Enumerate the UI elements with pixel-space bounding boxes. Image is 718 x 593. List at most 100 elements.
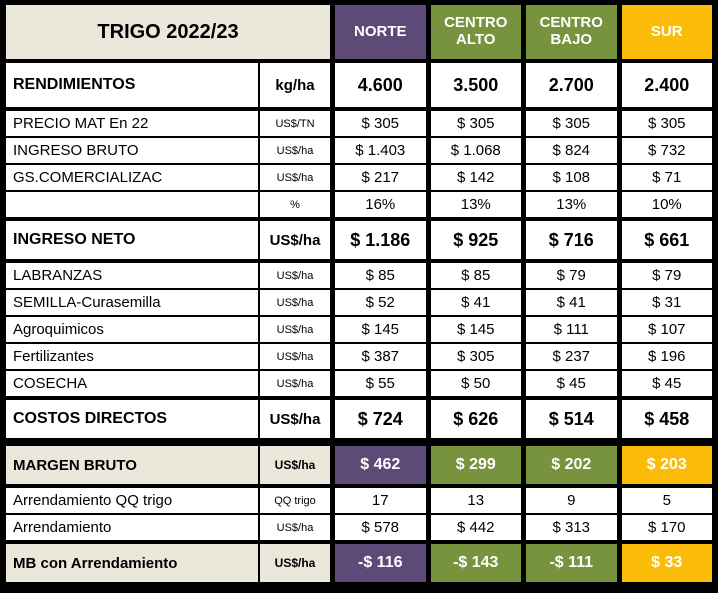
value-cell-sur: $ 196 xyxy=(621,344,712,369)
value-cell-sur: 10% xyxy=(621,192,712,217)
row-label: Agroquimicos xyxy=(6,317,258,342)
value-cell-centro-alto: 3.500 xyxy=(430,63,521,107)
row-unit: US$/TN xyxy=(260,111,330,136)
row-label: RENDIMIENTOS xyxy=(6,63,258,107)
value-cell-norte: $ 1.403 xyxy=(335,138,426,163)
value-cell-sur: $ 107 xyxy=(621,317,712,342)
value-cell-centro-alto: 13% xyxy=(430,192,521,217)
value-cell-centro-alto: $ 1.068 xyxy=(430,138,521,163)
col-header-centro-bajo: CENTRO BAJO xyxy=(526,5,617,59)
row-unit: US$/ha xyxy=(260,515,330,540)
value-cell-centro-bajo: $ 313 xyxy=(526,515,617,540)
value-cell-centro-alto: $ 50 xyxy=(430,371,521,396)
value-cell-centro-bajo: $ 79 xyxy=(526,263,617,288)
value-cell-centro-alto: $ 442 xyxy=(430,515,521,540)
row-label xyxy=(6,192,258,217)
value-cell-sur: $ 732 xyxy=(621,138,712,163)
value-cell-norte: $ 85 xyxy=(335,263,426,288)
row-unit: US$/ha xyxy=(260,263,330,288)
value-cell-norte: $ 462 xyxy=(335,446,426,484)
row-label: PRECIO MAT En 22 xyxy=(6,111,258,136)
value-cell-centro-alto: 13 xyxy=(430,488,521,513)
row-ingreso-bruto: INGRESO BRUTO US$/ha $ 1.403 $ 1.068 $ 824… xyxy=(6,138,712,163)
value-cell-centro-bajo: $ 108 xyxy=(526,165,617,190)
row-unit: kg/ha xyxy=(260,63,330,107)
row-unit: US$/ha xyxy=(260,371,330,396)
row-pct-comercializacion: % 16% 13% 13% 10% xyxy=(6,192,712,217)
row-unit: US$/ha xyxy=(260,165,330,190)
row-agroquimicos: Agroquimicos US$/ha $ 145 $ 145 $ 111 $ 107 xyxy=(6,317,712,342)
value-cell-norte: $ 1.186 xyxy=(335,221,426,259)
value-cell-centro-bajo: $ 45 xyxy=(526,371,617,396)
row-label: Arrendamiento QQ trigo xyxy=(6,488,258,513)
row-unit: US$/ha xyxy=(260,544,330,582)
value-cell-sur: $ 79 xyxy=(621,263,712,288)
value-cell-centro-alto: $ 145 xyxy=(430,317,521,342)
value-cell-centro-bajo: $ 305 xyxy=(526,111,617,136)
value-cell-centro-bajo: $ 41 xyxy=(526,290,617,315)
row-margen-bruto: MARGEN BRUTO US$/ha $ 462 $ 299 $ 202 $ 203 xyxy=(6,446,712,484)
row-arrendamiento-qq: Arrendamiento QQ trigo QQ trigo 17 13 9 5 xyxy=(6,488,712,513)
row-unit: US$/ha xyxy=(260,290,330,315)
row-gs-comercializac: GS.COMERCIALIZAC US$/ha $ 217 $ 142 $ 108 $… xyxy=(6,165,712,190)
row-label: MB con Arrendamiento xyxy=(6,544,258,582)
value-cell-centro-bajo: $ 824 xyxy=(526,138,617,163)
col-header-sur: SUR xyxy=(621,5,712,59)
value-cell-norte: $ 387 xyxy=(335,344,426,369)
value-cell-norte: $ 217 xyxy=(335,165,426,190)
col-header-centro-alto: CENTRO ALTO xyxy=(430,5,521,59)
header-row: TRIGO 2022/23 NORTE CENTRO ALTO CENTRO BAJ… xyxy=(6,5,712,59)
value-cell-centro-bajo: 2.700 xyxy=(526,63,617,107)
value-cell-centro-bajo: $ 514 xyxy=(526,400,617,438)
value-cell-centro-bajo: $ 202 xyxy=(526,446,617,484)
row-mb-con-arrendamiento: MB con Arrendamiento US$/ha -$ 116 -$ 143… xyxy=(6,544,712,582)
value-cell-sur: $ 203 xyxy=(621,446,712,484)
row-label: INGRESO BRUTO xyxy=(6,138,258,163)
row-label: MARGEN BRUTO xyxy=(6,446,258,484)
value-cell-sur: $ 31 xyxy=(621,290,712,315)
row-unit: US$/ha xyxy=(260,344,330,369)
row-unit: US$/ha xyxy=(260,138,330,163)
row-labranzas: LABRANZAS US$/ha $ 85 $ 85 $ 79 $ 79 xyxy=(6,263,712,288)
row-label: Arrendamiento xyxy=(6,515,258,540)
value-cell-norte: $ 578 xyxy=(335,515,426,540)
value-cell-norte: 4.600 xyxy=(335,63,426,107)
row-semilla: SEMILLA-Curasemilla US$/ha $ 52 $ 41 $ 41 $… xyxy=(6,290,712,315)
row-unit: US$/ha xyxy=(260,317,330,342)
value-cell-norte: $ 52 xyxy=(335,290,426,315)
value-cell-sur: $ 661 xyxy=(621,221,712,259)
row-costos-directos: COSTOS DIRECTOS US$/ha $ 724 $ 626 $ 514 $ … xyxy=(6,400,712,438)
row-label: Fertilizantes xyxy=(6,344,258,369)
value-cell-centro-bajo: 13% xyxy=(526,192,617,217)
row-label: LABRANZAS xyxy=(6,263,258,288)
value-cell-sur: $ 71 xyxy=(621,165,712,190)
row-cosecha: COSECHA US$/ha $ 55 $ 50 $ 45 $ 45 xyxy=(6,371,712,396)
row-unit: QQ trigo xyxy=(260,488,330,513)
value-cell-norte: -$ 116 xyxy=(335,544,426,582)
row-label: COSTOS DIRECTOS xyxy=(6,400,258,438)
value-cell-centro-alto: $ 305 xyxy=(430,111,521,136)
row-unit: % xyxy=(260,192,330,217)
value-cell-centro-bajo: 9 xyxy=(526,488,617,513)
value-cell-norte: $ 305 xyxy=(335,111,426,136)
value-cell-sur: 2.400 xyxy=(621,63,712,107)
row-label: COSECHA xyxy=(6,371,258,396)
row-fertilizantes: Fertilizantes US$/ha $ 387 $ 305 $ 237 $ 19… xyxy=(6,344,712,369)
col-header-norte: NORTE xyxy=(335,5,426,59)
value-cell-sur: $ 170 xyxy=(621,515,712,540)
value-cell-sur: 5 xyxy=(621,488,712,513)
value-cell-centro-bajo: -$ 111 xyxy=(526,544,617,582)
row-label: GS.COMERCIALIZAC xyxy=(6,165,258,190)
value-cell-centro-alto: $ 142 xyxy=(430,165,521,190)
value-cell-centro-alto: $ 299 xyxy=(430,446,521,484)
value-cell-centro-alto: $ 305 xyxy=(430,344,521,369)
row-unit: US$/ha xyxy=(260,400,330,438)
value-cell-centro-bajo: $ 111 xyxy=(526,317,617,342)
value-cell-centro-alto: $ 85 xyxy=(430,263,521,288)
row-unit: US$/ha xyxy=(260,446,330,484)
value-cell-sur: $ 458 xyxy=(621,400,712,438)
row-label: SEMILLA-Curasemilla xyxy=(6,290,258,315)
value-cell-sur: $ 33 xyxy=(621,544,712,582)
value-cell-centro-alto: $ 925 xyxy=(430,221,521,259)
